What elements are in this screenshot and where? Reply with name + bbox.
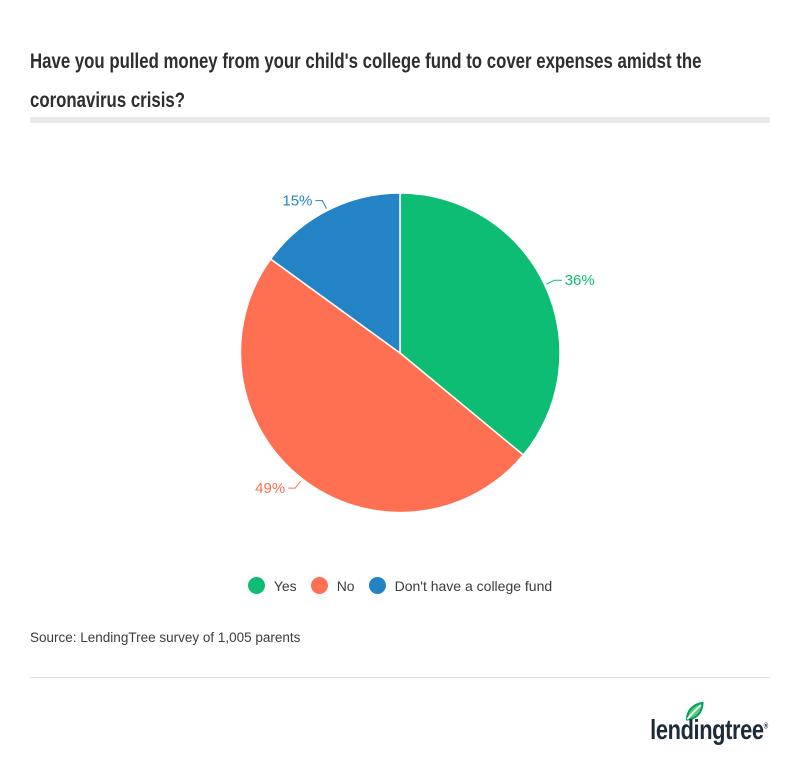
lendingtree-wordmark-text: lendingtree: [650, 714, 764, 745]
pie-chart-svg: 36% 49% 15%: [239, 192, 595, 514]
pie-label-connector-don-t-have-a-college-fund: [315, 200, 327, 209]
lendingtree-logo: lendingtree®: [617, 701, 768, 750]
chart-legend: Yes No Don't have a college fund: [0, 577, 800, 594]
pie-chart: 36% 49% 15%: [0, 150, 800, 570]
footer-divider: [30, 677, 770, 678]
lendingtree-wordmark: lendingtree®: [650, 714, 768, 746]
pie-label-connector-no: [288, 480, 302, 489]
legend-swatch-don-t-have-a-college-fund: [368, 577, 386, 594]
source-note: Source: LendingTree survey of 1,005 pare…: [30, 630, 301, 645]
leaf-icon: [685, 701, 704, 721]
legend-label-don-t-have-a-college-fund: Don't have a college fund: [394, 577, 553, 594]
pie-slice-no: [239, 257, 525, 514]
pie-data-label-no: 49%: [255, 480, 285, 497]
pie-slice-don-t-have-a-college-fund: [269, 192, 401, 355]
chart-title-line-1: Have you pulled money from your child's …: [30, 50, 702, 73]
pie-slice-yes: [399, 192, 561, 457]
chart-title: Have you pulled money from your child's …: [30, 42, 800, 120]
legend-swatch-no: [310, 577, 328, 594]
legend-item-don-t-have-a-college-fund: Don't have a college fund: [368, 577, 553, 594]
legend-label-no: No: [336, 577, 355, 594]
legend-item-no: No: [310, 577, 355, 594]
pie-label-connector-yes: [546, 279, 562, 285]
legend-label-yes: Yes: [273, 577, 297, 594]
pie-data-label-yes: 36%: [565, 272, 595, 289]
pie-data-label-don-t-have-a-college-fund: 15%: [282, 193, 312, 210]
chart-title-line-2: coronavirus crisis?: [30, 89, 185, 112]
registered-trademark-symbol: ®: [763, 721, 769, 731]
legend-item-yes: Yes: [247, 577, 297, 594]
legend-swatch-yes: [247, 577, 265, 594]
title-underline-bar: [30, 117, 770, 123]
